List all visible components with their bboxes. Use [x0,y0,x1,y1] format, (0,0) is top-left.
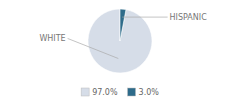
leader-line [122,17,167,18]
legend: 97.0% 3.0% [81,88,159,97]
legend-item: 97.0% [81,88,118,97]
legend-item: 3.0% [128,88,160,97]
legend-swatch [81,88,89,96]
legend-swatch [128,88,136,96]
legend-label: 97.0% [92,88,118,97]
slice-label: WHITE [39,34,65,43]
pie-slice [88,9,152,73]
pie [88,9,152,73]
legend-label: 3.0% [139,88,160,97]
pie-slice [120,9,126,41]
annotations: WHITE HISPANIC [39,13,207,59]
leader-line [68,38,119,58]
slice-label: HISPANIC [170,13,208,22]
chart: WHITE HISPANIC 97.0% 3.0% [0,0,240,100]
